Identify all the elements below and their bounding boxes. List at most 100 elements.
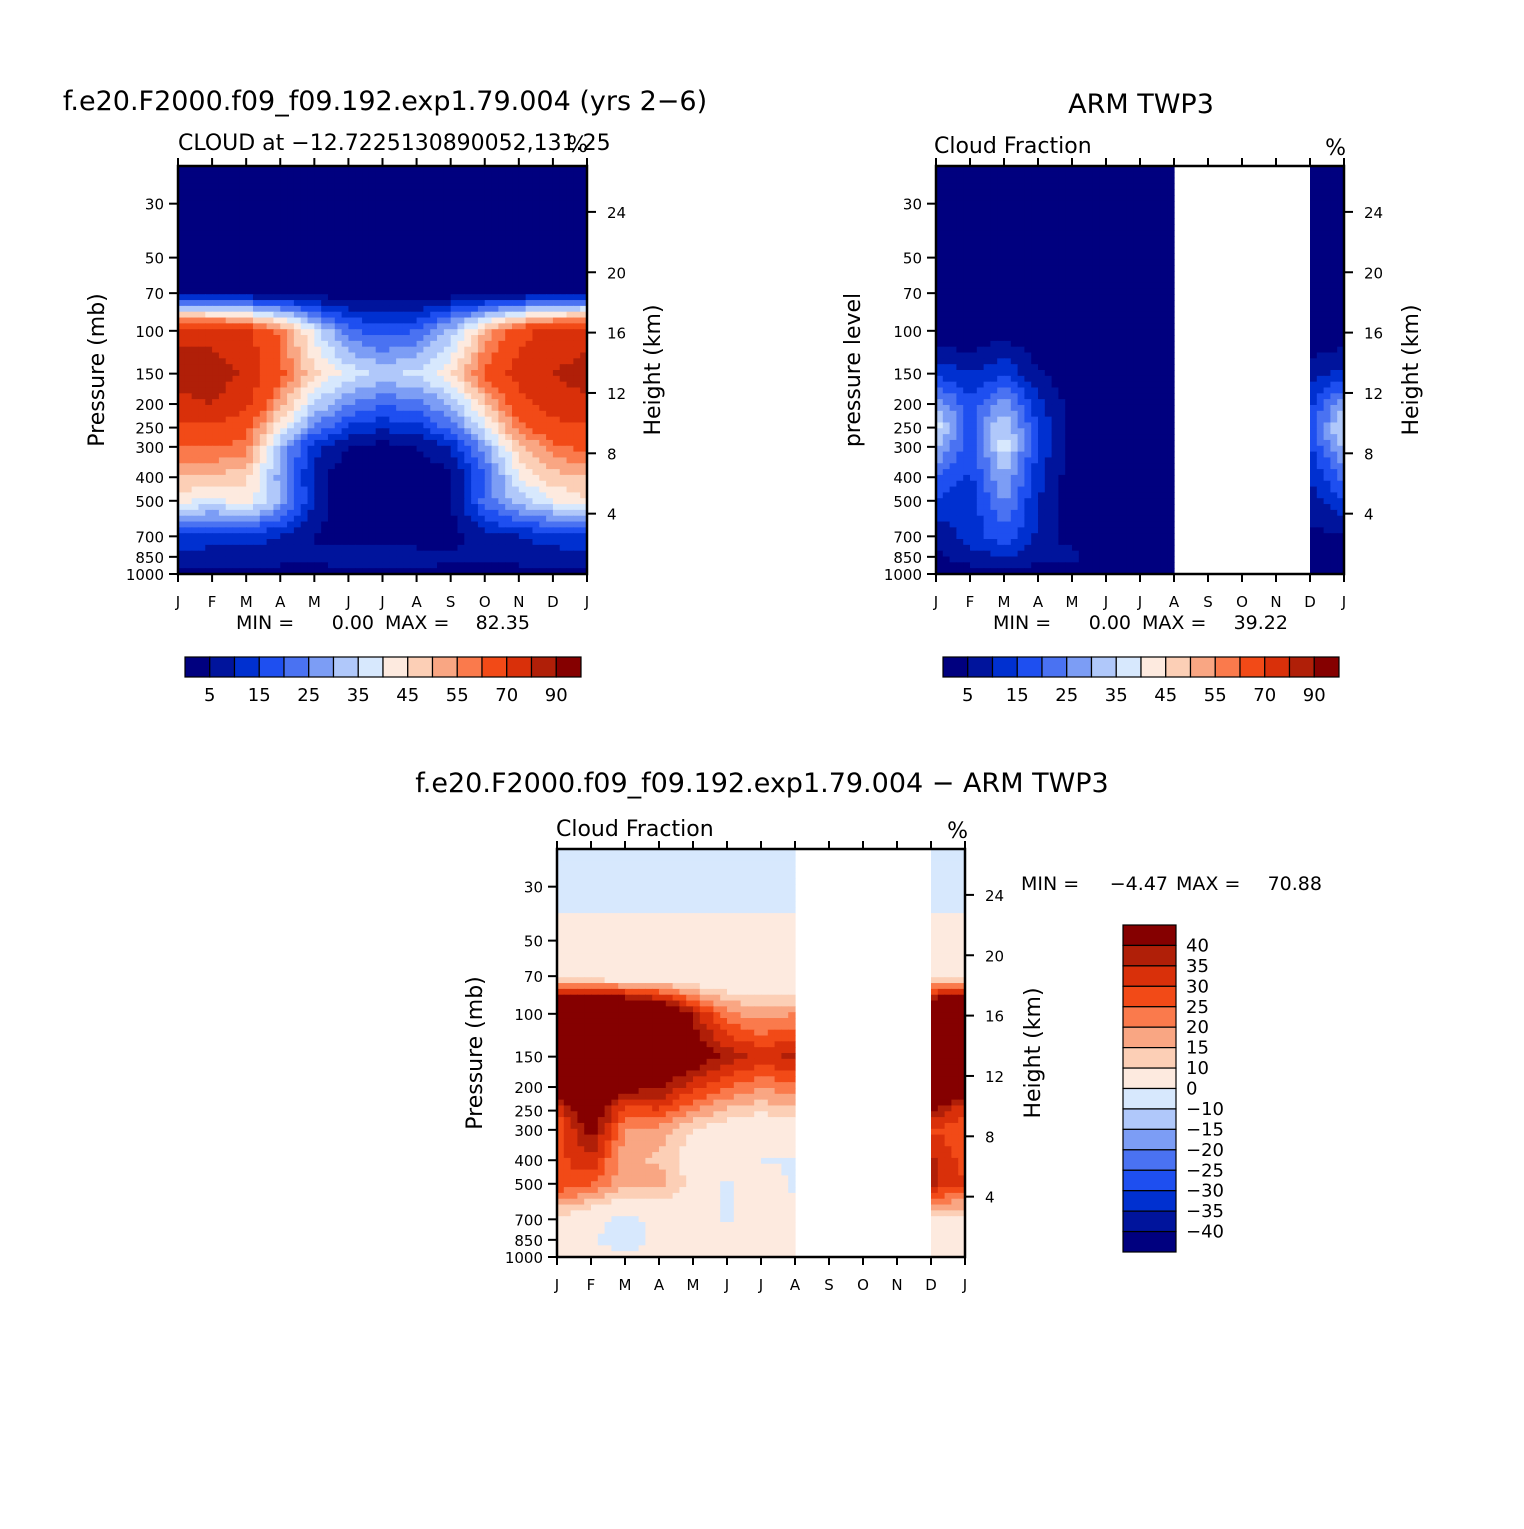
field-cell bbox=[1052, 201, 1059, 207]
field-cell bbox=[423, 347, 430, 353]
field-cell bbox=[430, 434, 437, 440]
field-cell bbox=[267, 522, 274, 528]
field-cell bbox=[396, 376, 403, 382]
field-cell bbox=[471, 457, 478, 463]
field-cell bbox=[219, 306, 226, 312]
field-cell bbox=[355, 498, 362, 504]
field-cell bbox=[253, 475, 260, 481]
field-cell bbox=[417, 218, 424, 224]
field-cell bbox=[519, 481, 526, 487]
field-cell bbox=[471, 504, 478, 510]
field-cell bbox=[546, 551, 553, 557]
field-cell bbox=[246, 265, 253, 271]
field-cell bbox=[997, 218, 1004, 224]
field-cell bbox=[963, 172, 970, 178]
field-cell bbox=[301, 516, 308, 522]
field-cell bbox=[1065, 213, 1072, 219]
field-cell bbox=[321, 405, 328, 411]
field-cell bbox=[280, 242, 287, 248]
field-cell bbox=[1099, 178, 1106, 184]
field-cell bbox=[376, 329, 383, 335]
field-cell bbox=[553, 358, 560, 364]
field-cell bbox=[977, 213, 984, 219]
field-cell bbox=[546, 387, 553, 393]
field-cell bbox=[478, 487, 485, 493]
field-cell bbox=[539, 382, 546, 388]
field-cell bbox=[526, 457, 533, 463]
field-cell bbox=[362, 539, 369, 545]
field-cell bbox=[294, 411, 301, 417]
field-cell bbox=[505, 498, 512, 504]
field-cell bbox=[505, 189, 512, 195]
field-cell bbox=[239, 434, 246, 440]
field-cell bbox=[457, 218, 464, 224]
field-cell bbox=[362, 218, 369, 224]
field-cell bbox=[532, 300, 539, 306]
field-cell bbox=[1324, 172, 1331, 178]
field-cell bbox=[471, 463, 478, 469]
field-cell bbox=[512, 364, 519, 370]
field-cell bbox=[430, 253, 437, 259]
field-cell bbox=[342, 498, 349, 504]
field-cell bbox=[478, 306, 485, 312]
field-cell bbox=[246, 300, 253, 306]
field-cell bbox=[239, 557, 246, 563]
field-cell bbox=[376, 341, 383, 347]
field-cell bbox=[205, 545, 212, 551]
field-cell bbox=[212, 452, 219, 458]
field-cell bbox=[1065, 230, 1072, 236]
field-cell bbox=[198, 347, 205, 353]
field-cell bbox=[546, 539, 553, 545]
field-cell bbox=[492, 364, 499, 370]
field-cell bbox=[990, 242, 997, 248]
field-cell bbox=[526, 358, 533, 364]
field-cell bbox=[253, 545, 260, 551]
field-cell bbox=[457, 481, 464, 487]
field-cell bbox=[383, 195, 390, 201]
field-cell bbox=[301, 411, 308, 417]
field-cell bbox=[430, 481, 437, 487]
field-cell bbox=[560, 242, 567, 248]
field-cell bbox=[267, 224, 274, 230]
field-cell bbox=[321, 294, 328, 300]
field-cell bbox=[376, 522, 383, 528]
field-cell bbox=[308, 498, 315, 504]
field-cell bbox=[308, 201, 315, 207]
field-cell bbox=[294, 487, 301, 493]
field-cell bbox=[185, 172, 192, 178]
field-cell bbox=[512, 358, 519, 364]
field-cell bbox=[457, 370, 464, 376]
field-cell bbox=[1052, 195, 1059, 201]
field-cell bbox=[192, 265, 199, 271]
field-cell bbox=[1058, 201, 1065, 207]
field-cell bbox=[471, 218, 478, 224]
field-cell bbox=[457, 527, 464, 533]
field-cell bbox=[267, 422, 274, 428]
field-cell bbox=[1324, 224, 1331, 230]
field-cell bbox=[485, 207, 492, 213]
field-cell bbox=[348, 189, 355, 195]
field-cell bbox=[308, 277, 315, 283]
field-cell bbox=[498, 417, 505, 423]
field-cell bbox=[512, 405, 519, 411]
field-cell bbox=[362, 248, 369, 254]
field-cell bbox=[348, 358, 355, 364]
field-cell bbox=[226, 417, 233, 423]
field-cell bbox=[1113, 178, 1120, 184]
field-cell bbox=[233, 422, 240, 428]
field-cell bbox=[198, 259, 205, 265]
field-cell bbox=[253, 236, 260, 242]
field-cell bbox=[410, 487, 417, 493]
field-cell bbox=[423, 253, 430, 259]
field-cell bbox=[464, 230, 471, 236]
field-cell bbox=[437, 201, 444, 207]
field-cell bbox=[389, 510, 396, 516]
field-cell bbox=[294, 399, 301, 405]
field-cell bbox=[205, 393, 212, 399]
field-cell bbox=[1106, 172, 1113, 178]
field-cell bbox=[362, 492, 369, 498]
field-cell bbox=[376, 218, 383, 224]
field-cell bbox=[301, 487, 308, 493]
field-cell bbox=[328, 469, 335, 475]
field-cell bbox=[410, 452, 417, 458]
